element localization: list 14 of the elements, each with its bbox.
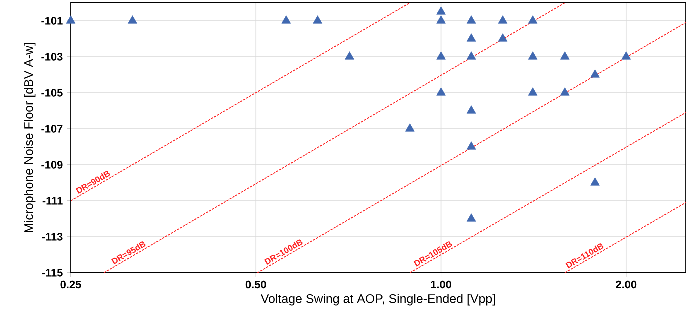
y-axis-title: Microphone Noise Floor [dBV A-w] (24, 43, 36, 232)
y-tick-label: -115 (42, 269, 63, 277)
y-tick-label: -103 (42, 53, 63, 61)
y-tick-label: -105 (42, 89, 63, 97)
y-tick-label: -111 (42, 197, 63, 205)
x-tick-label: 1.00 (431, 280, 452, 289)
y-tick-label: -107 (42, 125, 63, 133)
x-axis-title: Voltage Swing at AOP, Single-Ended [Vpp] (260, 294, 496, 306)
x-tick-label: 0.50 (246, 280, 266, 289)
x-tick-label: 0.25 (60, 280, 82, 289)
x-tick-label: 2.00 (616, 280, 637, 289)
y-tick-label: -101 (42, 17, 63, 25)
y-tick-label: -113 (42, 233, 63, 241)
y-tick-label: -109 (42, 161, 63, 169)
